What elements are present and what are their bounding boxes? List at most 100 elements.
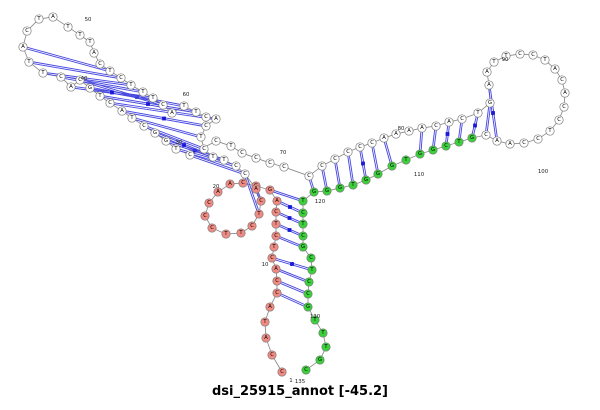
nucleotide-circle[interactable] xyxy=(401,155,411,165)
nucleotide-node[interactable]: G xyxy=(428,145,438,155)
nucleotide-circle[interactable] xyxy=(95,59,105,69)
nucleotide-circle[interactable] xyxy=(237,148,247,158)
nucleotide-node[interactable]: C xyxy=(481,130,491,140)
nucleotide-circle[interactable] xyxy=(301,365,311,375)
nucleotide-circle[interactable] xyxy=(161,136,171,146)
nucleotide-node[interactable]: C xyxy=(330,154,340,164)
nucleotide-circle[interactable] xyxy=(271,207,281,217)
nucleotide-circle[interactable] xyxy=(179,101,189,111)
nucleotide-node[interactable]: C xyxy=(343,147,353,157)
nucleotide-node[interactable]: T xyxy=(271,219,281,229)
nucleotide-node[interactable]: C xyxy=(265,158,275,168)
nucleotide-node[interactable]: T xyxy=(105,66,115,76)
nucleotide-node[interactable]: C xyxy=(207,223,217,233)
nucleotide-node[interactable]: T xyxy=(148,93,158,103)
nucleotide-circle[interactable] xyxy=(267,350,277,360)
nucleotide-circle[interactable] xyxy=(492,136,502,146)
nucleotide-circle[interactable] xyxy=(303,289,313,299)
nucleotide-circle[interactable] xyxy=(138,87,148,97)
nucleotide-circle[interactable] xyxy=(303,302,313,312)
nucleotide-node[interactable]: C xyxy=(431,121,441,131)
nucleotide-node[interactable]: C xyxy=(139,121,149,131)
nucleotide-circle[interactable] xyxy=(148,93,158,103)
nucleotide-node[interactable]: A xyxy=(560,88,570,98)
nucleotide-circle[interactable] xyxy=(265,185,275,195)
nucleotide-circle[interactable] xyxy=(515,49,525,59)
nucleotide-node[interactable]: T xyxy=(196,132,206,142)
nucleotide-node[interactable]: C xyxy=(304,171,314,181)
nucleotide-circle[interactable] xyxy=(560,88,570,98)
nucleotide-circle[interactable] xyxy=(367,138,377,148)
nucleotide-circle[interactable] xyxy=(321,342,331,352)
nucleotide-node[interactable]: G xyxy=(322,186,332,196)
nucleotide-node[interactable]: C xyxy=(185,150,195,160)
nucleotide-circle[interactable] xyxy=(211,114,221,124)
nucleotide-circle[interactable] xyxy=(63,22,73,32)
nucleotide-circle[interactable] xyxy=(467,133,477,143)
nucleotide-circle[interactable] xyxy=(117,106,127,116)
nucleotide-circle[interactable] xyxy=(225,179,235,189)
nucleotide-circle[interactable] xyxy=(22,26,32,36)
nucleotide-node[interactable]: T xyxy=(138,87,148,97)
nucleotide-circle[interactable] xyxy=(260,317,270,327)
nucleotide-node[interactable]: A xyxy=(404,126,414,136)
nucleotide-node[interactable]: C xyxy=(95,59,105,69)
nucleotide-node[interactable]: G xyxy=(373,169,383,179)
nucleotide-node[interactable]: A xyxy=(484,80,494,90)
nucleotide-node[interactable]: T xyxy=(127,113,137,123)
nucleotide-circle[interactable] xyxy=(298,196,308,206)
nucleotide-node[interactable]: C xyxy=(272,288,282,298)
nucleotide-circle[interactable] xyxy=(272,196,282,206)
nucleotide-node[interactable]: T xyxy=(179,101,189,111)
nucleotide-node[interactable]: C xyxy=(238,178,248,188)
nucleotide-circle[interactable] xyxy=(171,144,181,154)
nucleotide-circle[interactable] xyxy=(75,75,85,85)
nucleotide-node[interactable]: A xyxy=(211,114,221,124)
nucleotide-node[interactable]: T xyxy=(321,342,331,352)
nucleotide-node[interactable]: C xyxy=(279,162,289,172)
nucleotide-node[interactable]: T xyxy=(226,141,236,151)
nucleotide-node[interactable]: C xyxy=(457,114,467,124)
nucleotide-circle[interactable] xyxy=(298,219,308,229)
nucleotide-node[interactable]: A xyxy=(261,333,271,343)
nucleotide-circle[interactable] xyxy=(428,145,438,155)
nucleotide-circle[interactable] xyxy=(226,141,236,151)
nucleotide-circle[interactable] xyxy=(557,75,567,85)
nucleotide-circle[interactable] xyxy=(379,133,389,143)
nucleotide-node[interactable]: C xyxy=(256,196,266,206)
nucleotide-circle[interactable] xyxy=(231,161,241,171)
nucleotide-node[interactable]: C xyxy=(272,276,282,286)
nucleotide-circle[interactable] xyxy=(201,121,211,131)
nucleotide-circle[interactable] xyxy=(105,66,115,76)
nucleotide-circle[interactable] xyxy=(271,231,281,241)
nucleotide-circle[interactable] xyxy=(431,121,441,131)
nucleotide-circle[interactable] xyxy=(335,183,345,193)
nucleotide-node[interactable]: C xyxy=(304,277,314,287)
nucleotide-node[interactable]: C xyxy=(557,75,567,85)
nucleotide-node[interactable]: T xyxy=(126,80,136,90)
nucleotide-circle[interactable] xyxy=(505,139,515,149)
nucleotide-node[interactable]: C xyxy=(201,121,211,131)
nucleotide-node[interactable]: G xyxy=(303,302,313,312)
nucleotide-node[interactable]: C xyxy=(105,98,115,108)
nucleotide-circle[interactable] xyxy=(272,288,282,298)
nucleotide-circle[interactable] xyxy=(116,73,126,83)
nucleotide-circle[interactable] xyxy=(85,37,95,47)
nucleotide-circle[interactable] xyxy=(304,277,314,287)
nucleotide-circle[interactable] xyxy=(185,150,195,160)
nucleotide-circle[interactable] xyxy=(251,184,261,194)
nucleotide-node[interactable]: A xyxy=(417,123,427,133)
nucleotide-node[interactable]: T xyxy=(85,37,95,47)
nucleotide-node[interactable]: T xyxy=(191,107,201,117)
nucleotide-circle[interactable] xyxy=(238,178,248,188)
nucleotide-node[interactable]: G xyxy=(265,185,275,195)
nucleotide-circle[interactable] xyxy=(66,82,76,92)
nucleotide-node[interactable]: T xyxy=(236,228,246,238)
nucleotide-node[interactable]: G xyxy=(387,161,397,171)
nucleotide-circle[interactable] xyxy=(373,169,383,179)
nucleotide-circle[interactable] xyxy=(485,98,495,108)
nucleotide-node[interactable]: T xyxy=(318,328,328,338)
nucleotide-circle[interactable] xyxy=(48,12,58,22)
nucleotide-circle[interactable] xyxy=(298,208,308,218)
nucleotide-node[interactable]: G xyxy=(315,355,325,365)
